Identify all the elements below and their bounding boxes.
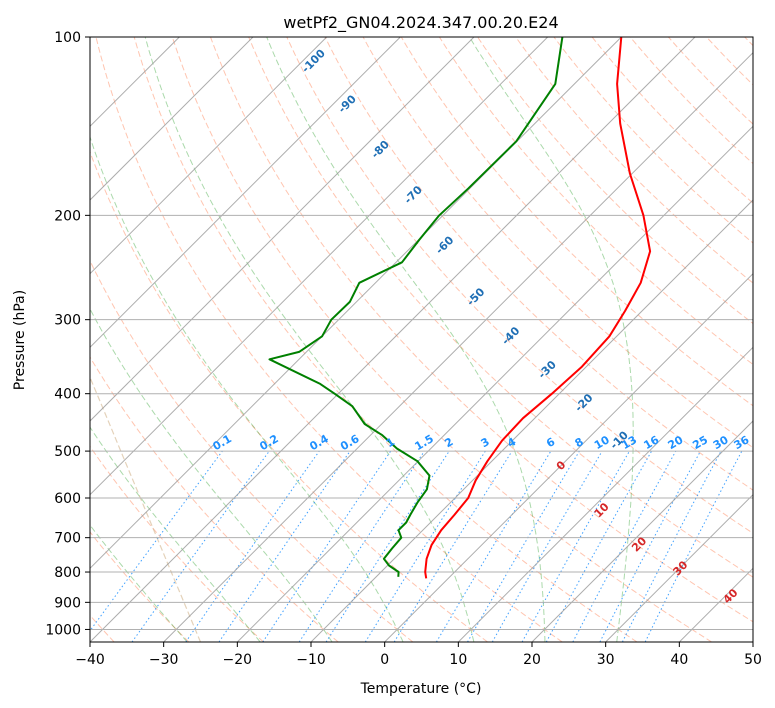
dry-adiabat xyxy=(248,37,753,578)
dewpoint-profile xyxy=(268,37,564,577)
isotherm xyxy=(90,37,549,496)
dry-adiabat xyxy=(515,37,753,284)
y-tick-label: 800 xyxy=(54,565,81,581)
dry-adiabat xyxy=(90,531,190,642)
isotherm xyxy=(90,37,254,201)
mixing-ratio-line xyxy=(185,450,320,642)
dry-adiabat xyxy=(133,37,638,642)
moist-adiabat xyxy=(90,426,261,642)
plot-frame xyxy=(89,36,754,643)
isotherm xyxy=(163,51,753,642)
mixing-ratio-line xyxy=(364,450,486,642)
dry-adiabat xyxy=(90,259,414,642)
moist-adiabat xyxy=(90,135,404,642)
dry-adiabat xyxy=(591,37,753,204)
isotherm xyxy=(90,37,696,642)
y-tick-label: 300 xyxy=(54,313,81,329)
x-tick-label: 10 xyxy=(449,652,467,668)
mixing-ratio-line xyxy=(435,450,552,642)
y-axis-title: Pressure (hPa) xyxy=(12,290,28,390)
dry-adiabat xyxy=(553,37,753,244)
mixing-ratio-line xyxy=(393,450,513,642)
isotherm xyxy=(531,420,753,642)
dry-adiabat xyxy=(438,37,753,365)
x-tick-label: −10 xyxy=(296,652,326,668)
dry-adiabat xyxy=(90,356,339,642)
isotherm xyxy=(457,346,753,642)
isotherm xyxy=(605,493,753,642)
x-tick-label: 40 xyxy=(670,652,688,668)
x-tick-label: −20 xyxy=(223,652,253,668)
mixing-ratio-line xyxy=(521,450,630,642)
mixing-ratio-line xyxy=(467,450,580,642)
data-series xyxy=(268,37,652,579)
moist-adiabat xyxy=(266,37,546,642)
x-tick-label: 0 xyxy=(380,652,389,668)
mixing-ratio-line xyxy=(218,450,351,642)
mixing-ratio-line xyxy=(90,450,223,632)
x-axis-title: Temperature (°C) xyxy=(360,681,482,697)
dry-adiabat xyxy=(90,150,488,642)
dry-adiabat xyxy=(95,37,563,642)
x-axis: −40 −30 −20 −10 0 10 20 30 40 50 xyxy=(75,642,762,668)
x-tick-label: −30 xyxy=(149,652,179,668)
x-tick-label: 30 xyxy=(597,652,615,668)
dry-adiabat xyxy=(629,37,753,165)
y-tick-label: 700 xyxy=(54,531,81,547)
y-axis: 100 200 300 400 500 600 700 800 900 1000 xyxy=(45,30,90,638)
y-tick-label: 600 xyxy=(54,491,81,507)
dry-adiabat xyxy=(477,37,753,325)
y-tick-label: 100 xyxy=(54,30,81,46)
y-tick-label: 400 xyxy=(54,387,81,403)
isotherm xyxy=(90,37,475,422)
x-tick-label: 20 xyxy=(523,652,541,668)
y-tick-label: 500 xyxy=(54,444,81,460)
dry-adiabat xyxy=(324,37,753,491)
dry-adiabat xyxy=(286,37,753,534)
mixing-ratio-line xyxy=(491,450,603,642)
isotherm xyxy=(310,199,753,642)
chart-title: wetPf2_GN04.2024.347.00.20.E24 xyxy=(283,13,558,33)
isotherm xyxy=(384,272,753,642)
isotherm xyxy=(90,37,328,275)
temperature-profile xyxy=(424,37,652,579)
y-tick-label: 200 xyxy=(54,208,81,224)
isotherm xyxy=(236,125,753,642)
x-tick-label: −40 xyxy=(75,652,105,668)
isotherm xyxy=(90,37,401,349)
y-tick-label: 1000 xyxy=(45,622,81,638)
moist-adiabat xyxy=(90,524,188,642)
lcl-curve xyxy=(90,375,202,642)
dry-adiabat xyxy=(400,37,753,407)
mixing-ratio-line xyxy=(572,450,677,642)
y-tick-label: 900 xyxy=(54,595,81,611)
dry-adiabat xyxy=(210,37,753,623)
x-tick-label: 50 xyxy=(744,652,762,668)
moist-adiabat xyxy=(144,37,475,642)
mixing-ratio-line xyxy=(131,450,270,642)
